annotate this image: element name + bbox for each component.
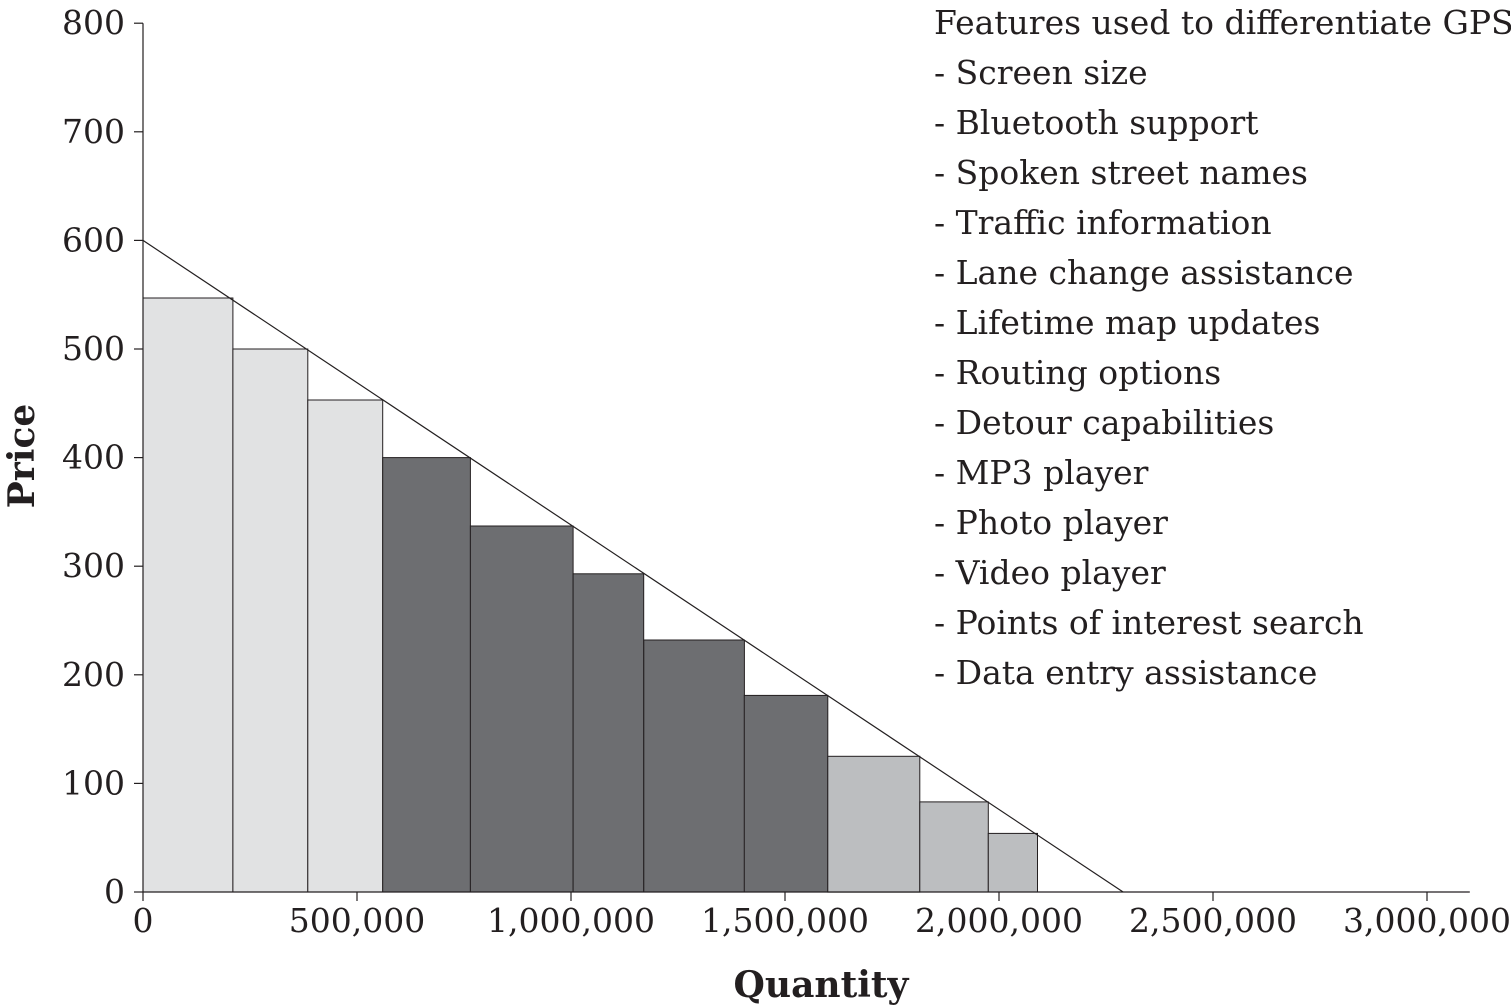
feature-item: - Routing options (934, 353, 1221, 392)
x-tick-label-1500000: 1,500,000 (701, 901, 869, 940)
x-tick-label-2000000: 2,000,000 (915, 901, 1083, 940)
features-annotation: Features used to differentiate GPS - Scr… (934, 3, 1511, 692)
y-axis-title: Price (1, 404, 43, 509)
feature-item: - Points of interest search (934, 603, 1364, 642)
feature-item: - Photo player (934, 503, 1168, 542)
feature-item: - MP3 player (934, 453, 1149, 492)
line-layer (142, 239, 1124, 893)
features-annotation-title: Features used to differentiate GPS (934, 3, 1511, 42)
bar-5 (469, 525, 574, 893)
feature-item: - Spoken street names (934, 153, 1308, 192)
y-tick-label-600: 600 (62, 220, 125, 259)
x-tick-label-0: 0 (133, 901, 154, 940)
feature-item: - Traffic information (934, 203, 1272, 242)
x-axis-title: Quantity (734, 964, 910, 1006)
feature-item: - Video player (934, 553, 1166, 592)
x-tick-label-3000000: 3,000,000 (1343, 901, 1511, 940)
bar-10 (919, 801, 989, 893)
bar-8 (743, 694, 829, 893)
y-tick-label-500: 500 (62, 329, 125, 368)
feature-item: - Data entry assistance (934, 653, 1317, 692)
bar-6 (572, 573, 645, 893)
labels-layer: 0 100 200 300 400 500 600 700 800 0 500,000 1,000,0… (62, 3, 1511, 940)
demand-line (142, 239, 1124, 893)
y-tick-label-700: 700 (62, 112, 125, 151)
bar-11 (987, 832, 1038, 893)
y-tick-label-100: 100 (62, 763, 125, 802)
bar-9 (827, 755, 921, 893)
bar-3 (307, 399, 384, 893)
y-tick-label-300: 300 (62, 546, 125, 585)
feature-item: - Screen size (934, 53, 1148, 92)
x-tick-label-500000: 500,000 (289, 901, 425, 940)
feature-item: - Lane change assistance (934, 253, 1354, 292)
bars-layer (142, 297, 1038, 893)
y-tick-label-400: 400 (62, 438, 125, 477)
bar-1 (142, 297, 234, 893)
feature-item: - Detour capabilities (934, 403, 1274, 442)
feature-item: - Lifetime map updates (934, 303, 1320, 342)
y-tick-label-0: 0 (104, 872, 125, 911)
bar-2 (232, 348, 309, 893)
bar-4 (382, 457, 471, 893)
x-tick-label-1000000: 1,000,000 (487, 901, 655, 940)
axes-layer (134, 22, 1470, 901)
feature-item: - Bluetooth support (934, 103, 1259, 142)
y-tick-label-200: 200 (62, 655, 125, 694)
bar-7 (643, 639, 745, 893)
x-tick-label-2500000: 2,500,000 (1129, 901, 1297, 940)
y-tick-label-800: 800 (62, 3, 125, 42)
